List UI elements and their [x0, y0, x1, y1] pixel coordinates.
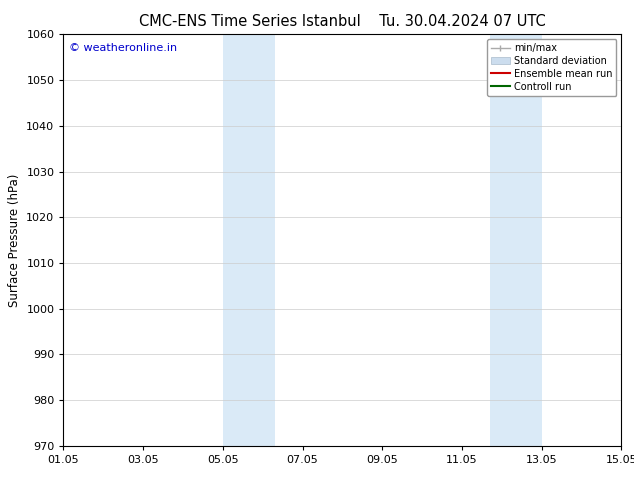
Text: © weatheronline.in: © weatheronline.in [69, 43, 177, 52]
Bar [223, 34, 275, 446]
Y-axis label: Surface Pressure (hPa): Surface Pressure (hPa) [8, 173, 21, 307]
Legend: min/max, Standard deviation, Ensemble mean run, Controll run: min/max, Standard deviation, Ensemble me… [487, 39, 616, 96]
Title: CMC-ENS Time Series Istanbul    Tu. 30.04.2024 07 UTC: CMC-ENS Time Series Istanbul Tu. 30.04.2… [139, 14, 546, 29]
Bar [490, 34, 541, 446]
